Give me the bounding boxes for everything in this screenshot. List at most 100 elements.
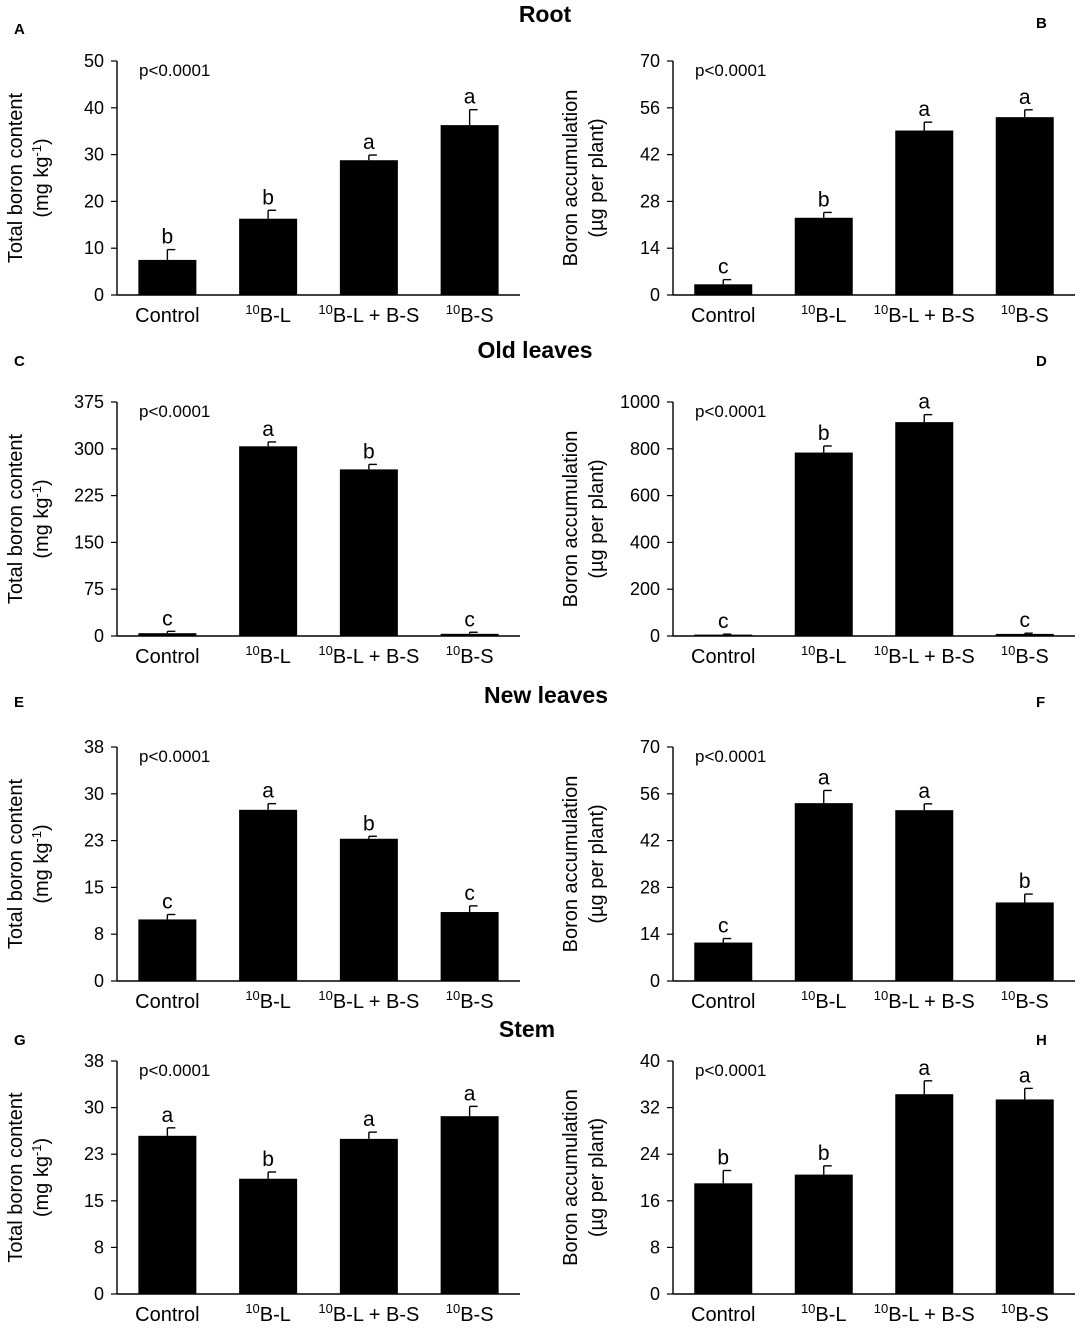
category-label: Control xyxy=(135,646,199,668)
y-tick-label: 56 xyxy=(640,98,660,118)
bar xyxy=(339,838,398,981)
y-tick-label: 10 xyxy=(84,238,104,258)
bar xyxy=(995,633,1054,636)
category-label: 10B-L xyxy=(801,302,847,327)
y-tick-label: 70 xyxy=(640,51,660,71)
bar xyxy=(440,1116,499,1294)
category-label: Control xyxy=(691,991,755,1013)
bar xyxy=(794,1174,853,1294)
panel-d: D 0 200 400 600 800 1000 Boron accumulation (µg … xyxy=(560,353,1075,668)
panel-a: A 0 10 20 30 40 50 Total boron content (mg kg-1)… xyxy=(5,21,520,327)
y-tick-label: 28 xyxy=(640,191,660,211)
y-tick-label: 0 xyxy=(94,285,104,305)
significance-letter: a xyxy=(918,780,930,803)
p-value: p<0.0001 xyxy=(695,402,766,421)
category-label: Control xyxy=(691,305,755,327)
significance-letter: a xyxy=(818,766,830,789)
significance-letter: c xyxy=(162,890,173,913)
significance-letter: a xyxy=(262,780,274,803)
y-tick-label: 0 xyxy=(650,285,660,305)
panel-g: G 0 8 15 23 30 38 Total boron content (mg kg-1) p… xyxy=(5,1032,520,1326)
significance-letter: c xyxy=(162,607,173,630)
y-tick-label: 20 xyxy=(84,191,104,211)
p-value: p<0.0001 xyxy=(139,747,210,766)
category-label: Control xyxy=(135,1304,199,1326)
y-axis-label: Total boron content (mg kg-1) xyxy=(5,1092,53,1263)
y-tick-label: 14 xyxy=(640,924,660,944)
category-label: 10B-S xyxy=(446,988,494,1013)
y-tick-label: 0 xyxy=(650,971,660,991)
category-label: 10B-S xyxy=(446,302,494,327)
significance-letter: c xyxy=(464,882,475,905)
significance-letter: b xyxy=(162,226,174,249)
significance-letter: a xyxy=(918,98,930,121)
y-tick-label: 23 xyxy=(84,831,104,851)
bar xyxy=(895,130,954,295)
category-label: 10B-L xyxy=(245,302,291,327)
significance-letter: c xyxy=(1020,609,1031,632)
bar xyxy=(239,1178,298,1294)
significance-letter: a xyxy=(918,1057,930,1080)
panel-letter: E xyxy=(14,694,24,711)
panel-f: F 0 14 28 42 56 70 Boron accumulation (µg per pl… xyxy=(560,694,1075,1013)
y-tick-label: 28 xyxy=(640,877,660,897)
y-axis-label: Total boron content (mg kg-1) xyxy=(5,434,53,605)
significance-letter: a xyxy=(1019,86,1031,109)
y-tick-label: 42 xyxy=(640,831,660,851)
significance-letter: a xyxy=(162,1104,174,1127)
y-tick-label: 38 xyxy=(84,1051,104,1071)
y-tick-label: 0 xyxy=(94,1284,104,1304)
significance-letter: a xyxy=(1019,1064,1031,1087)
y-axis-label: Total boron content (mg kg-1) xyxy=(5,779,53,950)
y-tick-label: 40 xyxy=(640,1051,660,1071)
panel-letter: G xyxy=(14,1032,26,1049)
y-tick-label: 375 xyxy=(74,392,104,412)
y-tick-label: 42 xyxy=(640,145,660,165)
y-tick-label: 30 xyxy=(84,145,104,165)
bar xyxy=(995,1099,1054,1294)
y-tick-label: 15 xyxy=(84,877,104,897)
significance-letter: b xyxy=(363,812,375,835)
bar xyxy=(239,218,298,295)
category-label: 10B-L xyxy=(245,988,291,1013)
y-tick-label: 15 xyxy=(84,1191,104,1211)
panel-e: E 0 8 15 23 30 38 Total boron content (mg kg-1) p… xyxy=(5,694,520,1013)
significance-letter: a xyxy=(262,418,274,441)
panel-letter: A xyxy=(14,21,25,38)
p-value: p<0.0001 xyxy=(139,61,210,80)
y-tick-label: 1000 xyxy=(620,392,660,412)
category-label: 10B-L + B-S xyxy=(318,988,419,1013)
panel-letter: H xyxy=(1036,1032,1047,1049)
y-tick-label: 8 xyxy=(94,1237,104,1257)
significance-letter: b xyxy=(818,188,830,211)
category-label: Control xyxy=(135,991,199,1013)
bar xyxy=(794,217,853,295)
significance-letter: b xyxy=(818,422,830,445)
y-tick-label: 600 xyxy=(630,486,660,506)
y-tick-label: 0 xyxy=(94,971,104,991)
bar xyxy=(895,422,954,636)
bar xyxy=(138,633,197,636)
y-tick-label: 50 xyxy=(84,51,104,71)
category-label: 10B-L + B-S xyxy=(318,1301,419,1326)
bar xyxy=(794,803,853,981)
category-label: 10B-L xyxy=(801,988,847,1013)
category-label: Control xyxy=(691,646,755,668)
significance-letter: a xyxy=(918,391,930,414)
y-tick-label: 30 xyxy=(84,1098,104,1118)
significance-letter: b xyxy=(717,1147,729,1170)
category-label: 10B-L + B-S xyxy=(874,988,975,1013)
y-tick-label: 16 xyxy=(640,1191,660,1211)
bar xyxy=(694,284,753,295)
significance-letter: b xyxy=(262,1148,274,1171)
y-tick-label: 150 xyxy=(74,532,104,552)
significance-letter: a xyxy=(363,1108,375,1131)
bar xyxy=(239,809,298,981)
y-tick-label: 75 xyxy=(84,579,104,599)
p-value: p<0.0001 xyxy=(695,1061,766,1080)
y-tick-label: 14 xyxy=(640,238,660,258)
y-tick-label: 56 xyxy=(640,784,660,804)
panel-letter: B xyxy=(1036,15,1047,32)
y-tick-label: 23 xyxy=(84,1144,104,1164)
p-value: p<0.0001 xyxy=(139,402,210,421)
